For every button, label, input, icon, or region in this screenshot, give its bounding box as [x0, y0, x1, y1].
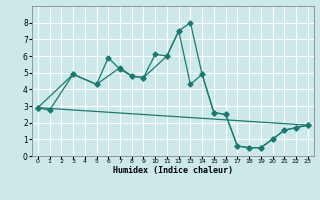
X-axis label: Humidex (Indice chaleur): Humidex (Indice chaleur) — [113, 166, 233, 175]
